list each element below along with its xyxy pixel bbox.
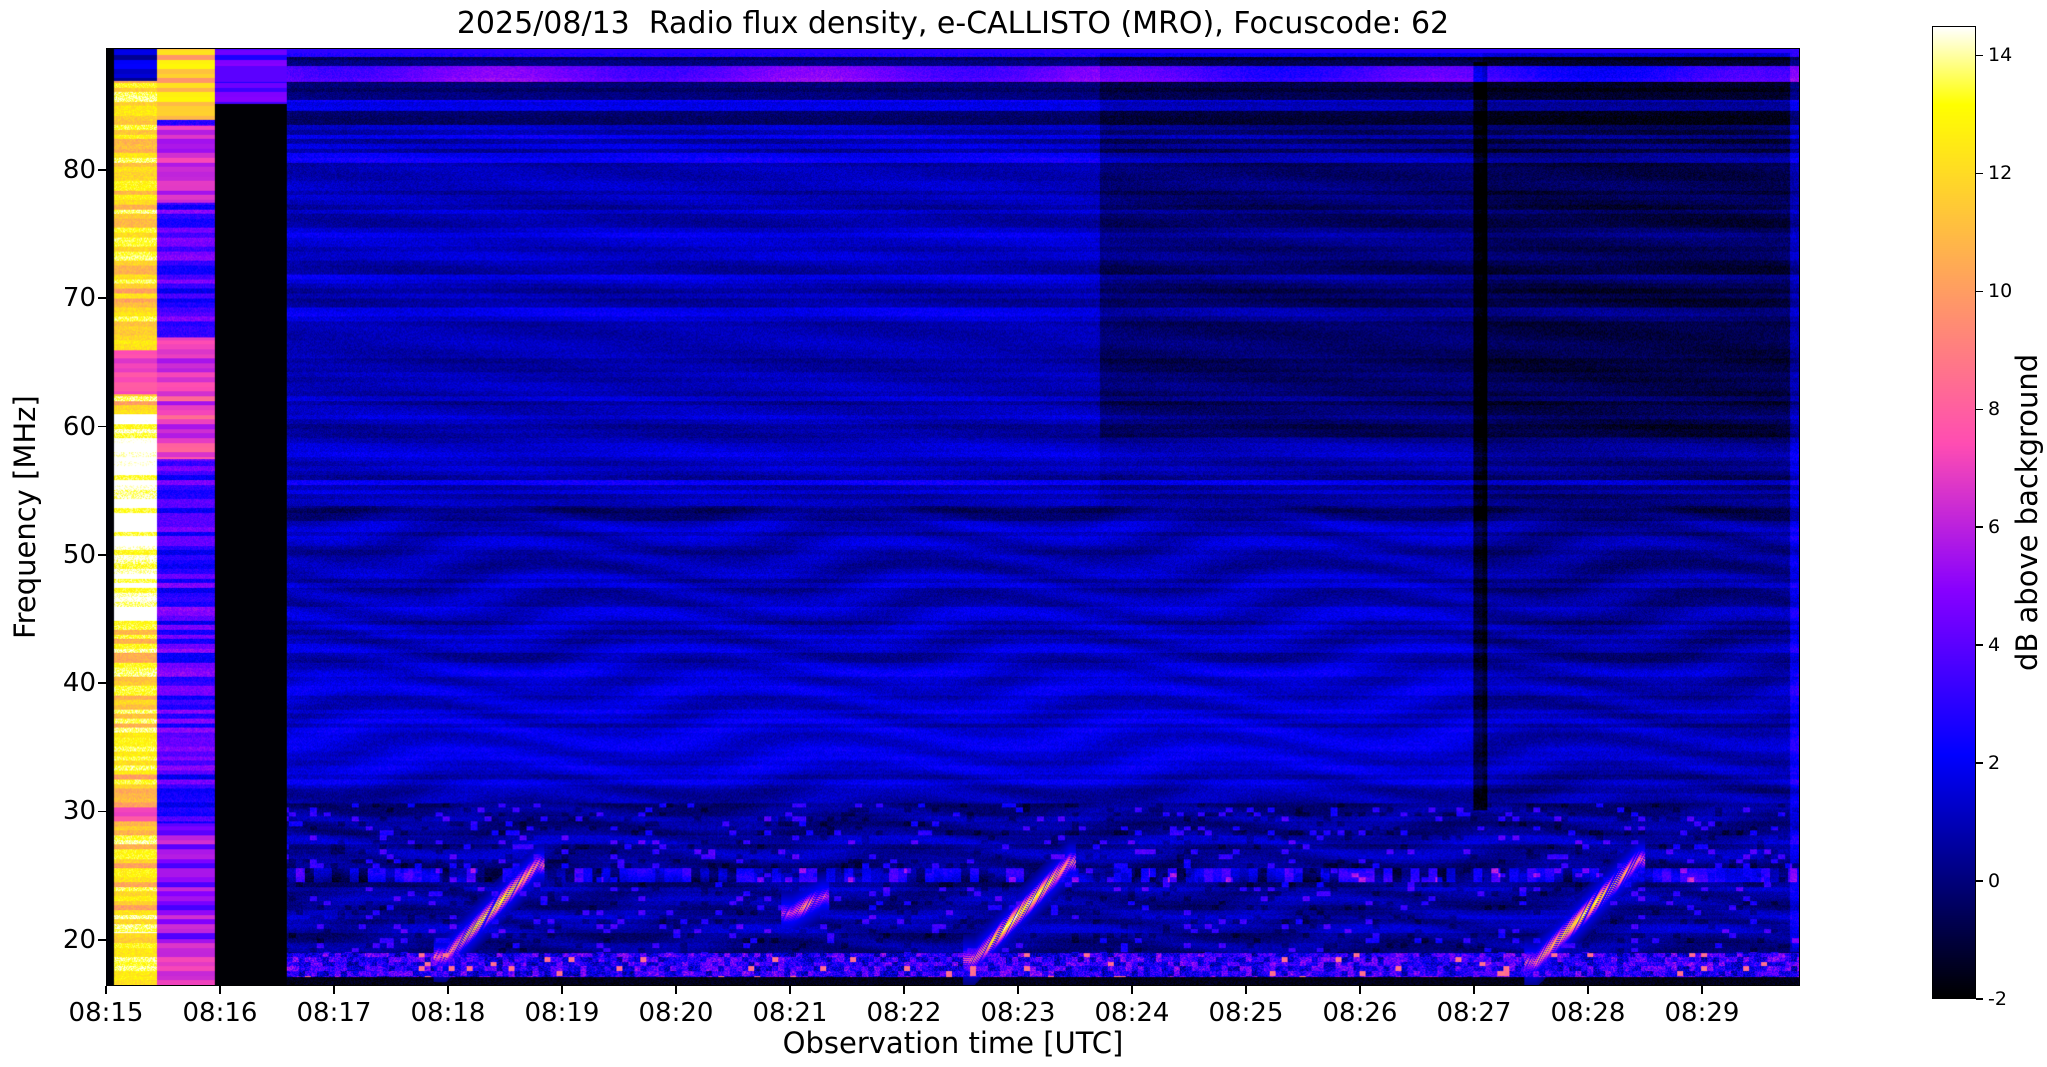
cb-tick-mark (1976, 408, 1983, 411)
x-tick-label: 08:29 (1664, 998, 1740, 1028)
cb-tick-label: 12 (1988, 162, 2013, 185)
x-tick-mark (561, 986, 563, 994)
x-tick-label: 08:26 (1322, 998, 1398, 1028)
x-tick-label: 08:25 (1208, 998, 1284, 1028)
y-tick-mark (98, 425, 106, 428)
cb-tick-label: 10 (1988, 280, 2013, 303)
y-tick-mark (98, 810, 106, 813)
cb-tick-mark (1976, 762, 1983, 764)
cb-tick-label: 14 (1988, 44, 2013, 67)
y-tick-mark (98, 939, 106, 941)
cb-tick-label: 2 (1988, 752, 2001, 775)
y-tick-mark (98, 169, 106, 171)
x-tick-label: 08:15 (68, 998, 144, 1028)
cb-tick-mark (1976, 290, 1983, 293)
x-tick-mark (1587, 986, 1589, 994)
chart-title: 2025/08/13 Radio flux density, e-CALLIST… (456, 6, 1450, 41)
y-tick-mark (98, 682, 106, 684)
x-tick-label: 08:18 (410, 998, 486, 1028)
cb-tick-label: 8 (1988, 398, 2001, 421)
x-tick-label: 08:28 (1550, 998, 1626, 1028)
plot-area (106, 48, 1800, 986)
y-tick-label: 30 (62, 796, 96, 827)
colorbar (1932, 26, 1976, 999)
cb-tick-label: 0 (1988, 870, 2001, 893)
colorbar-label: dB above background (2010, 353, 2044, 672)
x-tick-mark (1245, 986, 1247, 994)
x-tick-label: 08:23 (980, 998, 1056, 1028)
y-tick-label: 70 (62, 283, 96, 314)
x-tick-mark (1473, 986, 1475, 994)
x-tick-mark (903, 986, 905, 994)
x-tick-label: 08:21 (752, 998, 828, 1028)
x-tick-label: 08:24 (1094, 998, 1170, 1028)
x-tick-label: 08:20 (638, 998, 714, 1028)
y-tick-label: 80 (62, 154, 96, 185)
cb-tick-label: 4 (1988, 634, 2001, 657)
x-tick-mark (675, 986, 677, 994)
cb-tick-mark (1976, 54, 1983, 57)
y-tick-label: 50 (62, 539, 96, 570)
cb-tick-mark (1976, 998, 1983, 1000)
y-tick-mark (98, 554, 106, 556)
cb-tick-mark (1976, 526, 1983, 528)
y-tick-mark (98, 297, 106, 299)
x-tick-mark (333, 986, 335, 994)
y-tick-label: 40 (62, 668, 96, 699)
cb-tick-mark (1976, 172, 1983, 175)
cb-tick-label: -2 (1988, 988, 2007, 1010)
x-tick-mark (1017, 986, 1019, 994)
x-tick-mark (219, 986, 221, 994)
x-tick-label: 08:19 (524, 998, 600, 1028)
y-tick-label: 20 (62, 924, 96, 955)
colorbar-canvas (1933, 27, 1975, 998)
x-tick-label: 08:22 (866, 998, 942, 1028)
x-tick-label: 08:16 (182, 998, 258, 1028)
y-tick-label: 60 (62, 411, 96, 442)
cb-tick-mark (1976, 644, 1983, 646)
x-tick-label: 08:17 (296, 998, 372, 1028)
x-tick-mark (1359, 986, 1361, 994)
cb-tick-label: 6 (1988, 516, 2001, 539)
x-tick-mark (1701, 986, 1703, 994)
x-tick-mark (789, 986, 791, 994)
x-tick-mark (447, 986, 449, 994)
x-tick-mark (1131, 986, 1133, 994)
x-axis-label: Observation time [UTC] (782, 1026, 1124, 1060)
x-tick-mark (105, 986, 107, 994)
y-axis-label: Frequency [MHz] (8, 395, 42, 639)
spectrogram-canvas (107, 49, 1799, 985)
x-tick-label: 08:27 (1436, 998, 1512, 1028)
cb-tick-mark (1976, 880, 1983, 882)
